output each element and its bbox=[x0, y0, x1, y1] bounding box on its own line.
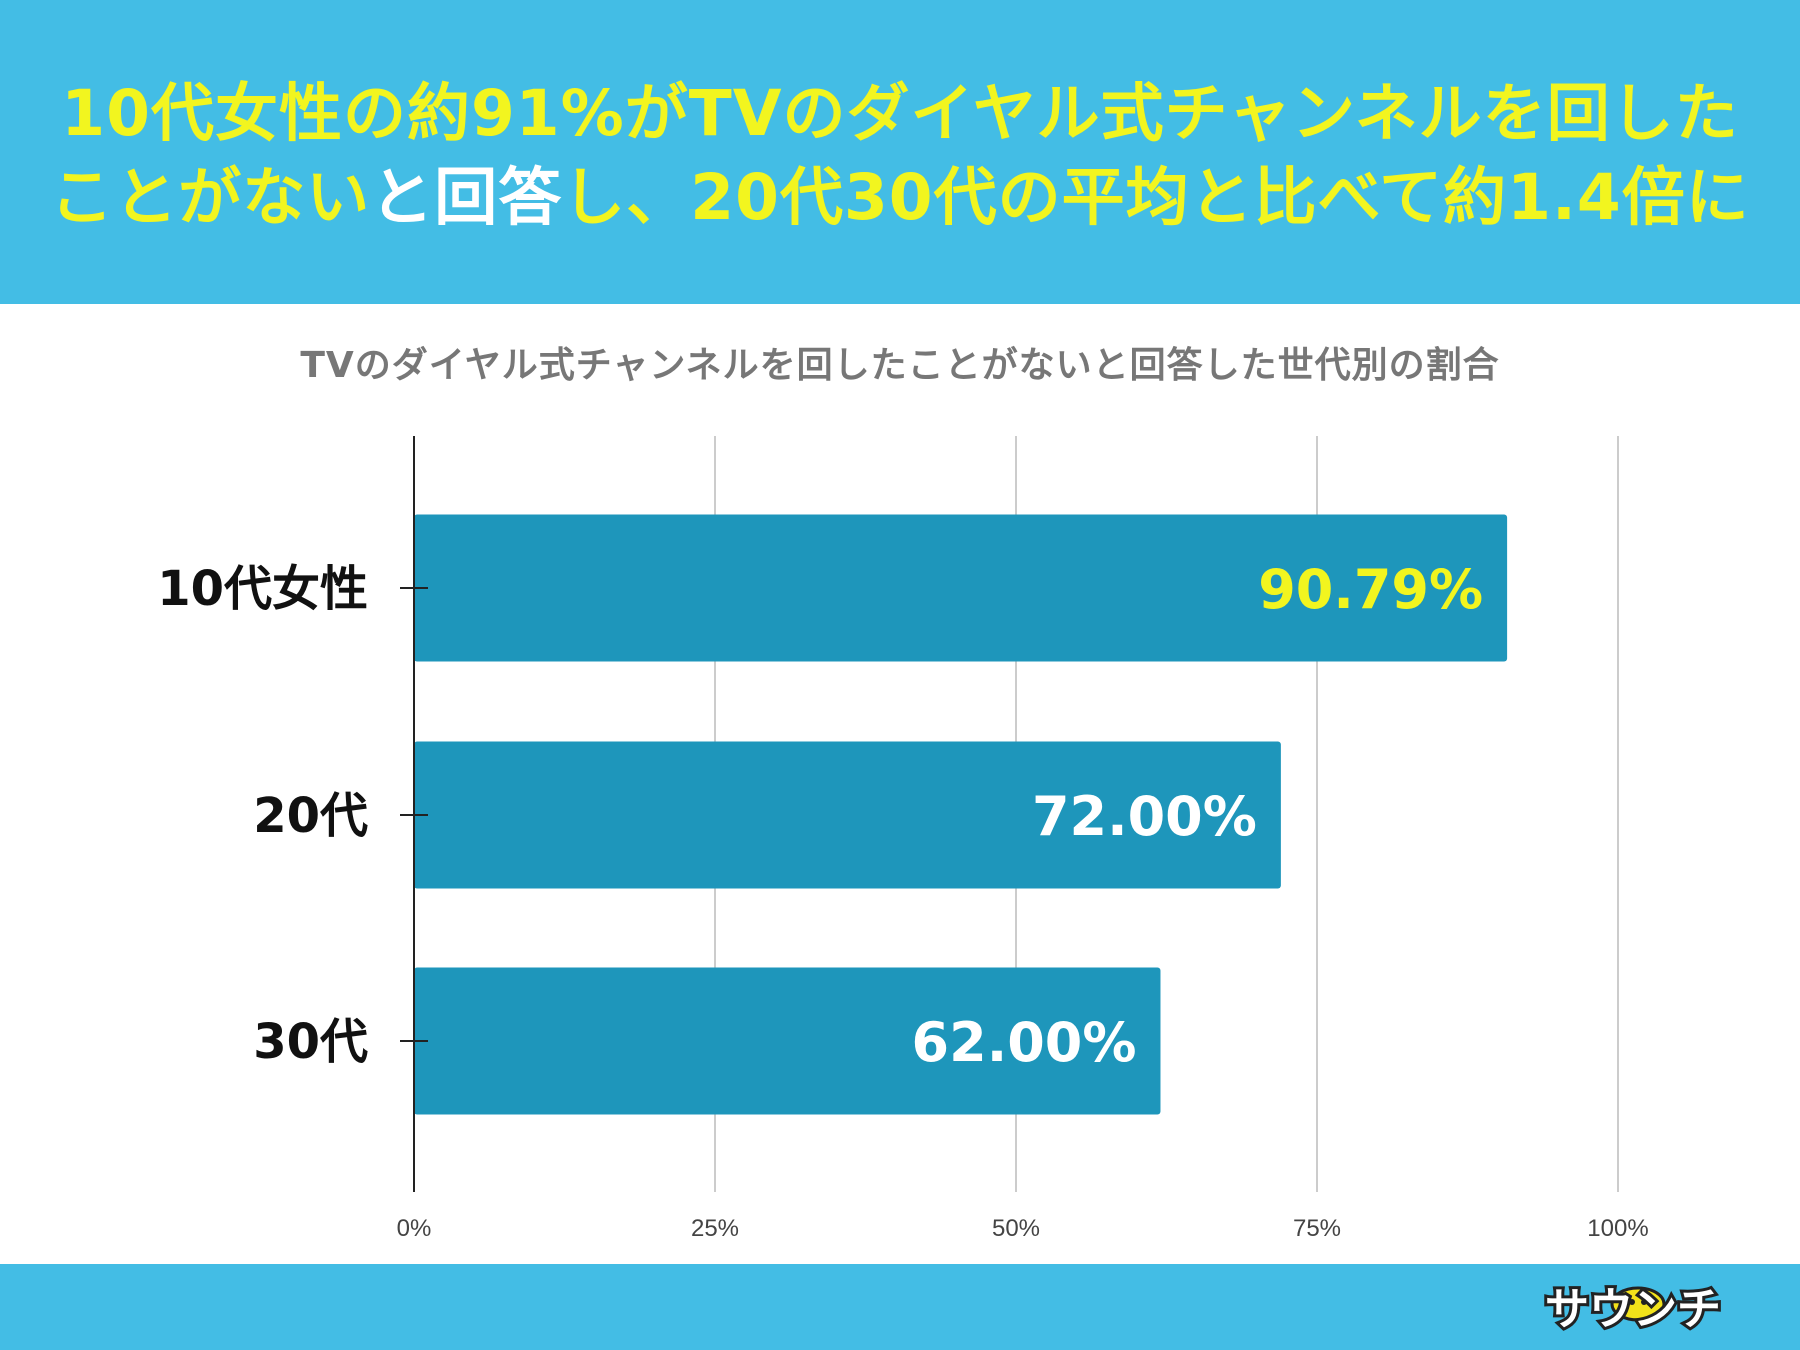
x-tick-label: 25% bbox=[691, 1215, 739, 1242]
data-label: 72.00% bbox=[1032, 785, 1257, 848]
bar-chart: 0% 25% 50% 75% 100% 10代女性 90.79% 20代 72.00% 30代 62… bbox=[157, 436, 1649, 1242]
x-tick-label: 75% bbox=[1293, 1215, 1341, 1242]
header-banner: 10代女性の約91%がTVのダイヤル式チャンネルを回した ことがないと回答し、2… bbox=[0, 0, 1800, 304]
data-label: 90.79% bbox=[1258, 558, 1483, 621]
headline: 10代女性の約91%がTVのダイヤル式チャンネルを回した ことがないと回答し、2… bbox=[0, 72, 1800, 240]
category-label: 10代女性 bbox=[157, 561, 368, 617]
headline-line2-part1: ことがない bbox=[50, 161, 371, 234]
category-label: 20代 bbox=[253, 788, 368, 844]
x-tick-label: 100% bbox=[1587, 1215, 1648, 1242]
logo-mascot-icon bbox=[1610, 1286, 1666, 1322]
x-tick-label: 50% bbox=[992, 1215, 1040, 1242]
brand-logo: サウンチ bbox=[1542, 1281, 1724, 1338]
bar bbox=[414, 514, 1508, 662]
chart-title: TVのダイヤル式チャンネルを回したことがないと回答した世代別の割合 bbox=[300, 345, 1500, 386]
headline-line2-part2: と回答 bbox=[370, 161, 563, 234]
headline-line1: 10代女性の約91%がTVのダイヤル式チャンネルを回した bbox=[61, 77, 1739, 150]
bar bbox=[414, 967, 1161, 1115]
x-tick-label: 0% bbox=[397, 1215, 432, 1242]
headline-line2-part3: し、20代30代の平均と比べて約1.4倍に bbox=[562, 161, 1750, 234]
data-label: 62.00% bbox=[912, 1011, 1137, 1074]
footer-banner: サウンチ bbox=[0, 1264, 1800, 1350]
logo-text: サウンチ bbox=[1545, 1284, 1721, 1335]
category-label: 30代 bbox=[253, 1014, 368, 1070]
bar bbox=[414, 741, 1281, 889]
